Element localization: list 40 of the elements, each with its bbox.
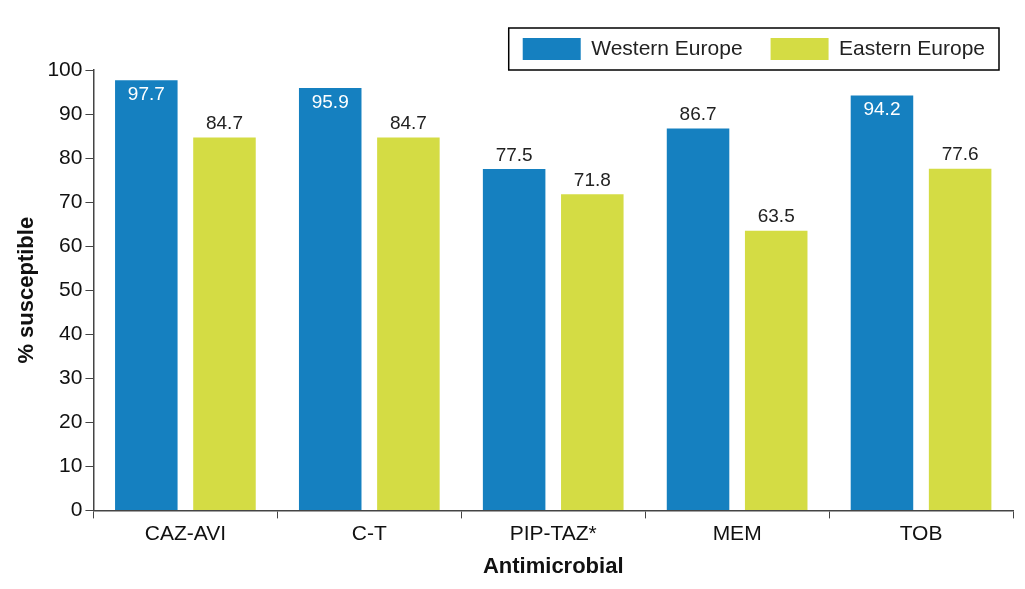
y-tick-label: 90	[59, 100, 83, 124]
y-tick-label: 0	[70, 497, 83, 521]
data-label: 84.7	[205, 112, 243, 134]
data-label: 84.7	[389, 112, 427, 134]
data-label: 86.7	[679, 103, 717, 125]
y-tick-label: 20	[59, 409, 83, 433]
y-axis-title: % susceptible	[13, 216, 39, 364]
bar	[666, 128, 730, 510]
data-label: 77.5	[495, 143, 533, 165]
y-tick-label: 80	[59, 144, 83, 168]
y-tick-label: 40	[59, 321, 83, 345]
data-label: 94.2	[863, 98, 901, 120]
bar	[482, 169, 546, 510]
bar	[850, 95, 914, 510]
data-label: 63.5	[757, 205, 795, 227]
bar	[744, 230, 808, 510]
x-tick-label: MEM	[712, 520, 762, 544]
bar	[377, 137, 440, 510]
x-axis-title: Antimicrobial	[482, 552, 624, 578]
x-tick-label: PIP-TAZ*	[509, 520, 597, 544]
x-tick-label: CAZ-AVI	[144, 520, 227, 544]
bar	[928, 168, 992, 510]
legend-label: Western Europe	[591, 35, 743, 59]
y-tick-label: 50	[59, 277, 83, 300]
y-tick-label: 60	[59, 232, 83, 256]
data-label: 71.8	[573, 168, 611, 190]
y-tick-label: 100	[47, 56, 83, 80]
bar	[193, 137, 256, 510]
data-label: 95.9	[311, 90, 349, 112]
x-tick-label: C-T	[351, 520, 387, 544]
bar	[298, 88, 362, 510]
data-label: 97.7	[127, 82, 165, 104]
bar	[561, 194, 624, 510]
y-tick-label: 70	[59, 188, 83, 212]
y-tick-label: 10	[59, 453, 83, 477]
legend-label: Eastern Europe	[839, 35, 986, 59]
x-tick-label: TOB	[899, 520, 943, 544]
y-tick-label: 30	[59, 365, 83, 389]
bar	[115, 80, 178, 510]
data-label: 77.6	[941, 143, 979, 165]
